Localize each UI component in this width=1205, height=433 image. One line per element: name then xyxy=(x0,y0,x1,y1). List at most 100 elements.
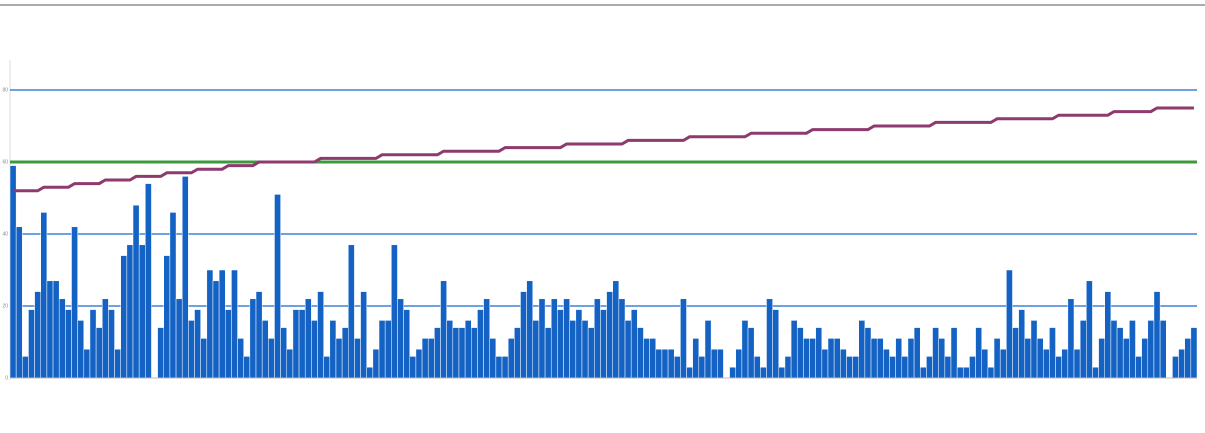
bar xyxy=(1122,338,1130,379)
bar xyxy=(594,298,601,379)
bar xyxy=(1024,338,1032,379)
bar xyxy=(1141,338,1149,379)
bar xyxy=(163,255,171,379)
bar xyxy=(1153,291,1161,379)
bar xyxy=(1147,320,1155,379)
bar xyxy=(784,356,792,379)
bar xyxy=(803,338,810,379)
bar xyxy=(46,280,54,379)
bar xyxy=(514,327,521,379)
bar xyxy=(1061,348,1069,379)
bar xyxy=(876,338,884,379)
bar xyxy=(274,194,281,379)
bar xyxy=(1012,327,1019,379)
bar xyxy=(34,291,42,379)
bar xyxy=(1129,320,1136,379)
bar xyxy=(471,327,478,379)
bar xyxy=(710,348,718,379)
bar xyxy=(575,309,583,379)
bar xyxy=(225,309,232,379)
bar xyxy=(132,204,140,379)
bar xyxy=(138,244,146,379)
bar xyxy=(114,348,121,379)
bar xyxy=(175,298,183,379)
bar xyxy=(169,212,177,379)
bar xyxy=(261,320,269,379)
bar xyxy=(692,338,700,379)
bar xyxy=(446,320,454,379)
bar xyxy=(950,327,958,379)
bar xyxy=(181,176,189,379)
bar xyxy=(538,298,546,379)
bar xyxy=(9,165,17,379)
bar xyxy=(360,291,367,379)
bar xyxy=(833,338,841,379)
bar xyxy=(778,366,786,379)
bar xyxy=(366,366,374,379)
bar xyxy=(870,338,878,379)
bar xyxy=(188,320,195,379)
bar xyxy=(200,338,208,379)
bar xyxy=(932,327,939,379)
bar xyxy=(22,356,29,379)
bar xyxy=(1098,338,1105,379)
bar xyxy=(643,338,650,379)
bar xyxy=(292,309,300,379)
bar xyxy=(434,327,441,379)
bar xyxy=(1184,338,1192,379)
bar xyxy=(624,320,632,379)
bar xyxy=(1092,366,1099,379)
bar xyxy=(489,338,497,379)
bar xyxy=(704,320,712,379)
bar xyxy=(661,348,669,379)
bar xyxy=(501,356,509,379)
bar xyxy=(1086,280,1093,379)
bar xyxy=(1049,327,1056,379)
bar xyxy=(372,348,380,379)
bar xyxy=(255,291,263,379)
bar xyxy=(89,309,97,379)
bar xyxy=(206,269,214,379)
bar xyxy=(729,366,736,379)
bar xyxy=(827,338,835,379)
bar xyxy=(298,309,306,379)
bar xyxy=(1030,320,1038,379)
bar xyxy=(735,348,743,379)
bar xyxy=(963,366,970,379)
bar xyxy=(760,366,767,379)
bar xyxy=(452,327,460,379)
bar xyxy=(907,338,915,379)
bar xyxy=(317,291,324,379)
bar xyxy=(335,338,343,379)
bar xyxy=(520,291,527,379)
bar xyxy=(913,327,921,379)
bar xyxy=(686,366,693,379)
bar xyxy=(77,320,85,379)
bar xyxy=(796,327,804,379)
bar xyxy=(194,309,201,379)
bar xyxy=(1172,356,1179,379)
bar xyxy=(858,320,866,379)
bar xyxy=(304,298,312,379)
bar xyxy=(1159,320,1167,379)
y-tick-label: 60 xyxy=(2,159,8,165)
bar xyxy=(458,327,466,379)
bar xyxy=(901,356,909,379)
bar xyxy=(993,338,1001,379)
bar xyxy=(1067,298,1075,379)
bar xyxy=(815,327,823,379)
bar xyxy=(145,183,152,379)
bar xyxy=(477,309,484,379)
bar xyxy=(741,320,749,379)
bar xyxy=(919,366,927,379)
bar xyxy=(999,348,1007,379)
bar xyxy=(286,348,294,379)
bar xyxy=(126,244,134,379)
bar xyxy=(15,226,23,379)
bar xyxy=(550,298,558,379)
bar xyxy=(975,327,982,379)
bar xyxy=(821,348,829,379)
bar xyxy=(883,348,890,379)
bar xyxy=(40,212,48,379)
bar xyxy=(1079,320,1087,379)
